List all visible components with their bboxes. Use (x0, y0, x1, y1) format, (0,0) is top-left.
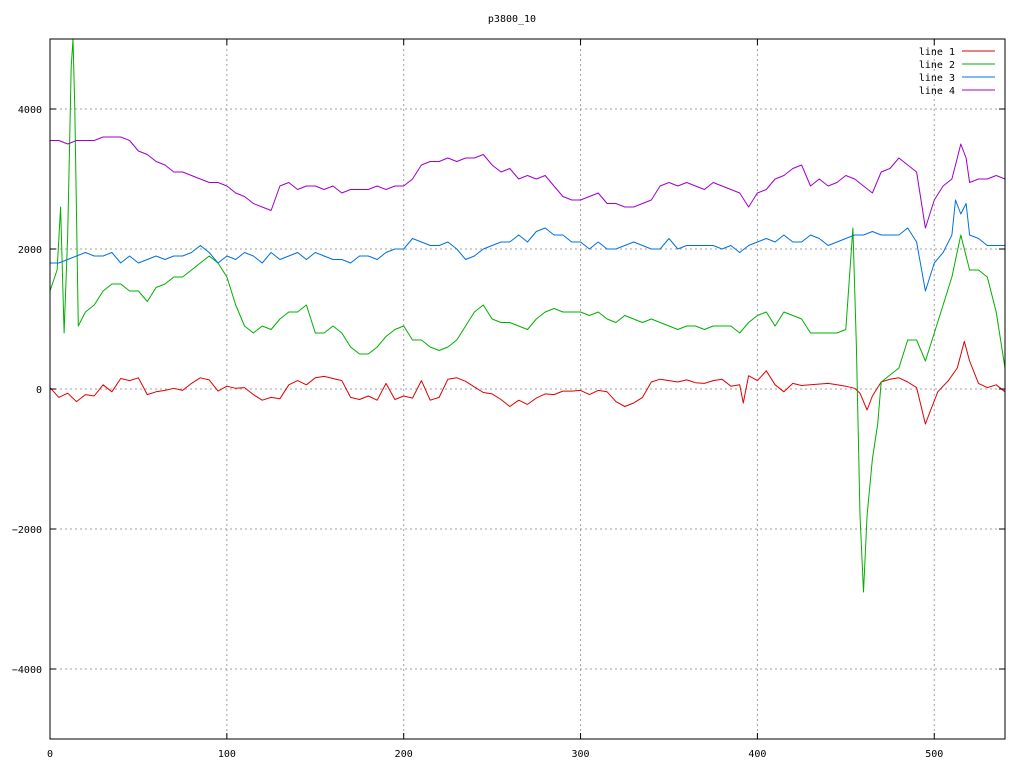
y-tick-label: 4000 (18, 105, 42, 116)
x-tick-label: 0 (47, 749, 53, 760)
legend-label: line 3 (919, 73, 955, 84)
y-tick-label: 0 (36, 385, 42, 396)
series-lines (49, 38, 1006, 593)
series-line-1 (49, 340, 1006, 425)
x-tick-label: 500 (925, 749, 943, 760)
x-tick-label: 200 (395, 749, 413, 760)
series-line-4 (50, 136, 1006, 229)
x-tick-label: 100 (218, 749, 236, 760)
axis-ticks: 0 100 200 300 400 500 −4000 −2000 0 2000 4000 (12, 39, 1005, 760)
series-line-2 (49, 38, 1006, 593)
grid (50, 39, 1005, 739)
legend-label: line 2 (919, 60, 955, 71)
y-tick-label: 2000 (18, 245, 42, 256)
y-tick-label: −2000 (12, 525, 42, 536)
legend-label: line 1 (919, 47, 955, 58)
y-tick-label: −4000 (12, 665, 42, 676)
x-tick-label: 400 (748, 749, 766, 760)
chart-title: p3800_10 (488, 14, 536, 25)
x-tick-label: 300 (572, 749, 590, 760)
series-line-3 (50, 199, 1005, 292)
legend: line 1 line 2 line 3 line 4 (919, 47, 995, 97)
legend-label: line 4 (919, 86, 955, 97)
